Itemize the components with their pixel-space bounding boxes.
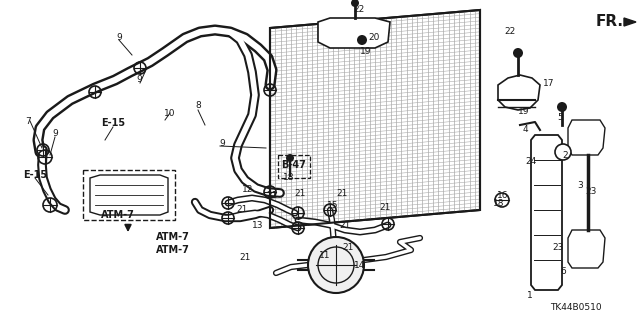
Text: 20: 20 bbox=[368, 33, 380, 41]
Text: 21: 21 bbox=[336, 189, 348, 197]
Text: 9: 9 bbox=[116, 33, 122, 41]
Circle shape bbox=[357, 35, 367, 45]
Text: 2: 2 bbox=[562, 151, 568, 160]
Text: 23: 23 bbox=[586, 188, 596, 197]
Circle shape bbox=[308, 237, 364, 293]
Text: 21: 21 bbox=[294, 189, 306, 197]
Text: 10: 10 bbox=[164, 108, 176, 117]
Text: FR.: FR. bbox=[596, 14, 624, 29]
Text: 21: 21 bbox=[236, 205, 248, 214]
Text: 13: 13 bbox=[252, 220, 264, 229]
Text: 14: 14 bbox=[355, 261, 365, 270]
Text: 19: 19 bbox=[518, 108, 530, 116]
Text: 22: 22 bbox=[353, 5, 365, 14]
Text: 7: 7 bbox=[25, 116, 31, 125]
Text: ATM-7: ATM-7 bbox=[101, 210, 135, 220]
Text: 4: 4 bbox=[522, 125, 528, 135]
Circle shape bbox=[555, 144, 571, 160]
Polygon shape bbox=[531, 135, 562, 290]
Text: 9: 9 bbox=[136, 76, 142, 85]
Text: 21: 21 bbox=[380, 203, 390, 211]
Text: 9: 9 bbox=[52, 130, 58, 138]
Polygon shape bbox=[318, 18, 390, 48]
Polygon shape bbox=[498, 75, 540, 110]
Circle shape bbox=[286, 154, 294, 162]
Text: 22: 22 bbox=[504, 27, 516, 36]
Text: 1: 1 bbox=[527, 291, 533, 300]
Text: 16: 16 bbox=[497, 191, 509, 201]
Text: 19: 19 bbox=[360, 48, 372, 56]
Polygon shape bbox=[568, 120, 605, 155]
Text: 9: 9 bbox=[219, 138, 225, 147]
Polygon shape bbox=[624, 18, 636, 26]
Text: 21: 21 bbox=[266, 191, 278, 201]
Circle shape bbox=[557, 102, 567, 112]
Text: 15: 15 bbox=[327, 201, 339, 210]
Text: 21: 21 bbox=[239, 253, 251, 262]
Text: B-47: B-47 bbox=[282, 160, 307, 170]
Polygon shape bbox=[270, 10, 480, 228]
Polygon shape bbox=[568, 230, 605, 268]
Text: 18: 18 bbox=[493, 198, 505, 207]
Text: 8: 8 bbox=[195, 101, 201, 110]
Text: 23: 23 bbox=[552, 242, 564, 251]
Text: 6: 6 bbox=[560, 268, 566, 277]
Text: 17: 17 bbox=[543, 79, 555, 88]
Circle shape bbox=[513, 48, 523, 58]
Text: 5: 5 bbox=[557, 114, 563, 122]
Text: 11: 11 bbox=[319, 250, 331, 259]
Text: 12: 12 bbox=[243, 186, 253, 195]
Polygon shape bbox=[83, 170, 175, 220]
Text: E-15: E-15 bbox=[101, 118, 125, 128]
Text: 21: 21 bbox=[339, 220, 351, 229]
Text: ATM-7: ATM-7 bbox=[156, 232, 190, 242]
Text: ATM-7: ATM-7 bbox=[156, 245, 190, 255]
Text: 24: 24 bbox=[525, 157, 536, 166]
Text: 3: 3 bbox=[577, 181, 583, 189]
Text: 18: 18 bbox=[284, 174, 295, 182]
Text: TK44B0510: TK44B0510 bbox=[550, 302, 602, 311]
Text: 21: 21 bbox=[342, 243, 354, 253]
Circle shape bbox=[351, 0, 359, 7]
Text: E-15: E-15 bbox=[23, 170, 47, 180]
